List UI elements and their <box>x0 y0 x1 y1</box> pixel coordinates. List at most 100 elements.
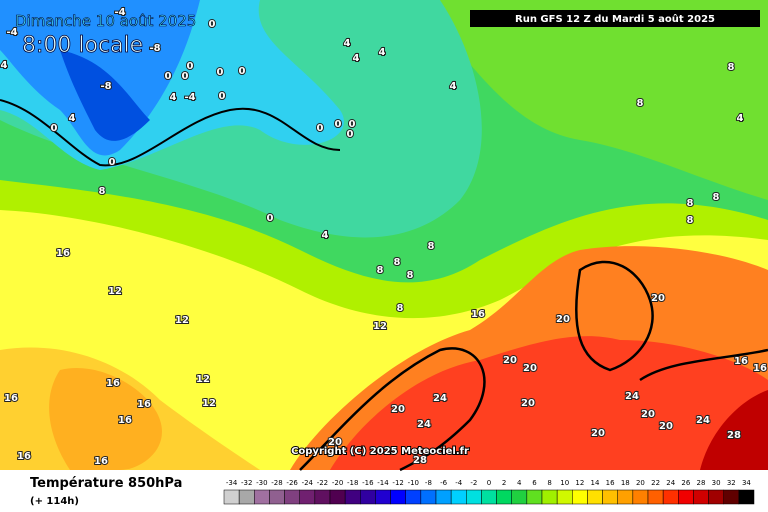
colorbar-label: 34 <box>742 479 751 487</box>
contour-label: 8 <box>394 257 401 268</box>
contour-label: -4 <box>184 92 195 103</box>
colorbar-swatch <box>481 489 497 505</box>
contour-label: 0 <box>239 66 246 77</box>
contour-label: 4 <box>353 53 360 64</box>
contour-label: 0 <box>267 213 274 224</box>
contour-label: 0 <box>335 119 342 130</box>
contour-label: 0 <box>349 119 356 130</box>
contour-label: 16 <box>94 456 108 467</box>
colorbar-label: 32 <box>727 479 736 487</box>
colorbar-swatch <box>420 489 437 505</box>
contour-label: 16 <box>471 309 485 320</box>
date-label: Dimanche 10 août 2025 <box>15 12 196 30</box>
colorbar-swatch <box>496 489 512 505</box>
colorbar-label: 10 <box>560 479 569 487</box>
contour-label: 8 <box>397 303 404 314</box>
colorbar-label: 16 <box>606 479 615 487</box>
footer-title: Température 850hPa <box>30 476 182 491</box>
field-orange <box>49 368 162 470</box>
colorbar-swatch <box>405 489 422 505</box>
colorbar-label: -26 <box>286 479 298 487</box>
colorbar-swatch <box>375 489 391 505</box>
footer-lead: (+ 114h) <box>30 496 79 507</box>
colorbar-label: -16 <box>362 479 374 487</box>
colorbar-label: 2 <box>502 479 506 487</box>
run-box <box>470 10 760 27</box>
colorbar-label: 12 <box>575 479 584 487</box>
colorbar-swatch <box>511 489 528 505</box>
isotherm <box>575 260 654 372</box>
colorbar-label: -28 <box>271 479 282 487</box>
colorbar-label: 26 <box>681 479 690 487</box>
contour-label: 28 <box>413 455 427 466</box>
contour-label: 16 <box>734 356 748 367</box>
colorbar-swatch <box>572 489 588 505</box>
contour-label: 8 <box>428 241 435 252</box>
contour-label: 8 <box>407 270 414 281</box>
contour-label: 8 <box>713 192 720 203</box>
contour-label: 20 <box>651 293 665 304</box>
colorbar-label: -18 <box>347 479 358 487</box>
colorbar-swatch <box>617 489 634 505</box>
colorbar-label: -30 <box>256 479 267 487</box>
contour-label: 4 <box>737 113 744 124</box>
colorbar-swatch <box>526 489 543 505</box>
colorbar-label: 28 <box>697 479 706 487</box>
contour-label: 12 <box>202 398 216 409</box>
contour-label: 0 <box>209 19 216 30</box>
contour-label: 16 <box>753 363 767 374</box>
contour-label: 4 <box>1 60 8 71</box>
colorbar-label: 6 <box>532 479 537 487</box>
isotherm <box>639 348 768 382</box>
contour-label: 4 <box>69 113 76 124</box>
contour-label: 16 <box>4 393 18 404</box>
colorbar-label: -34 <box>226 479 238 487</box>
contour-label: 20 <box>328 437 342 448</box>
colorbar-label: -4 <box>455 479 463 487</box>
field-dark-red <box>700 390 768 470</box>
colorbar-label: 8 <box>547 479 551 487</box>
contour-label: -8 <box>100 81 111 92</box>
colorbar-swatch <box>602 489 618 505</box>
colorbar-swatch <box>708 489 724 505</box>
contour-label: 20 <box>659 421 673 432</box>
contour-label: 24 <box>625 391 639 402</box>
colorbar-label: 4 <box>517 479 522 487</box>
colorbar-label: 24 <box>666 479 675 487</box>
colorbar-swatch <box>284 489 300 505</box>
colorbar-label: 20 <box>636 479 645 487</box>
colorbar-swatch <box>254 489 270 505</box>
colorbar-label: 22 <box>651 479 660 487</box>
contour-label: 20 <box>521 398 535 409</box>
colorbar-swatch <box>329 489 346 505</box>
colorbar-swatch <box>344 489 361 505</box>
contour-label: -4 <box>114 7 125 18</box>
colorbar-swatch <box>632 489 649 505</box>
contour-label: 4 <box>322 230 329 241</box>
colorbar-label: -22 <box>317 479 328 487</box>
contour-label: 0 <box>109 157 116 168</box>
colorbar-label: 30 <box>712 479 721 487</box>
colorbar-label: -24 <box>302 479 314 487</box>
contour-label: 0 <box>182 71 189 82</box>
run-label: Run GFS 12 Z du Mardi 5 août 2025 <box>515 13 715 25</box>
contour-label: 0 <box>51 123 58 134</box>
colorbar-swatch <box>541 489 558 505</box>
colorbar-label: -6 <box>440 479 448 487</box>
contour-label: 20 <box>591 428 605 439</box>
contour-label: 20 <box>641 409 655 420</box>
colorbar-swatch <box>662 489 679 505</box>
colorbar-label: 0 <box>487 479 491 487</box>
contour-label: 12 <box>108 286 122 297</box>
contour-label: 0 <box>347 129 354 140</box>
colorbar-label: -14 <box>377 479 389 487</box>
colorbar-label: 18 <box>621 479 630 487</box>
colorbar-label: -20 <box>332 479 343 487</box>
colorbar-swatch <box>556 489 573 505</box>
contour-label: 20 <box>523 363 537 374</box>
colorbar-swatch <box>693 489 709 505</box>
contour-label: 0 <box>217 67 224 78</box>
colorbar-swatch <box>738 489 755 505</box>
contour-label: 20 <box>556 314 570 325</box>
